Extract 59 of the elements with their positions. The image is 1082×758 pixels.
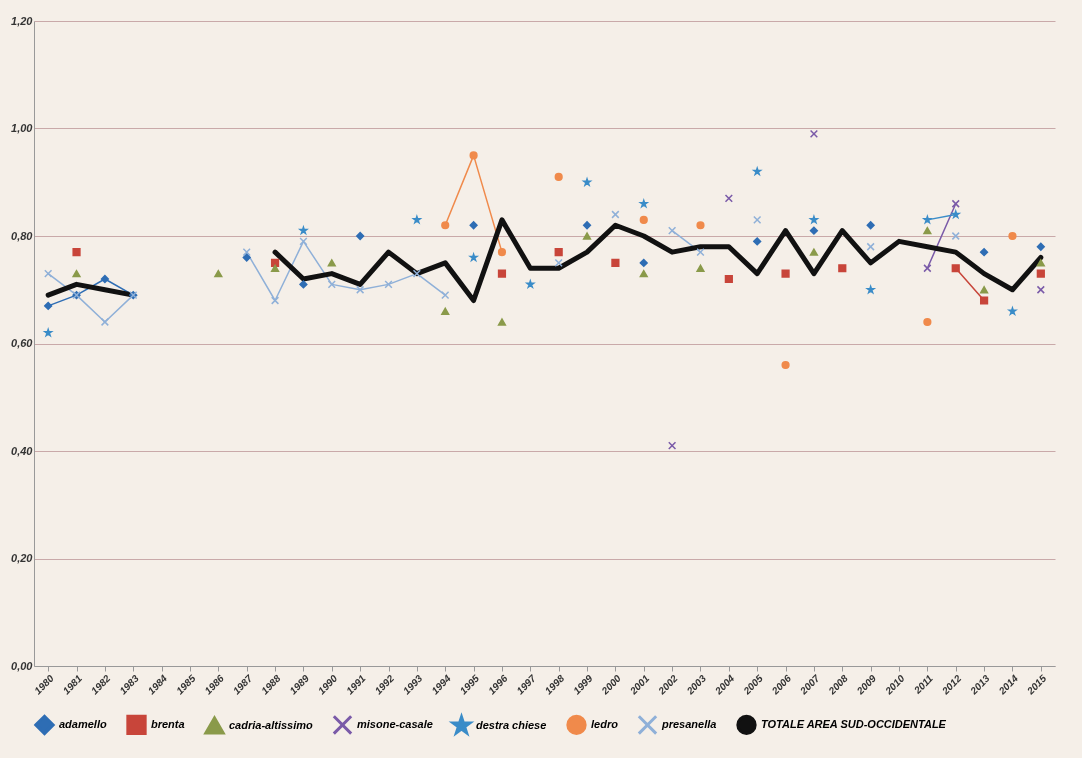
point <box>1036 242 1045 251</box>
point <box>753 215 762 224</box>
legend-label: presanella <box>661 717 717 730</box>
point <box>866 221 875 230</box>
point <box>582 232 592 240</box>
point <box>724 274 733 284</box>
point <box>497 318 507 326</box>
y-tick-label: 0,80 <box>11 229 34 242</box>
point <box>497 248 507 257</box>
point <box>497 269 507 278</box>
point <box>44 269 53 278</box>
point <box>639 199 648 208</box>
point <box>554 248 563 257</box>
y-tick-label: 1,00 <box>11 122 34 134</box>
point <box>809 129 819 138</box>
point <box>441 221 450 230</box>
point <box>554 172 563 181</box>
point <box>1036 259 1045 267</box>
legend-label: cadria-altissimo <box>229 718 314 731</box>
point <box>809 226 819 235</box>
point <box>100 317 110 327</box>
y-tick-label: 0,00 <box>11 659 34 672</box>
point <box>554 258 563 267</box>
point <box>1036 269 1045 278</box>
point <box>44 301 53 310</box>
legend-label: brenta <box>151 717 185 730</box>
y-tick-label: 0,40 <box>11 444 34 457</box>
point <box>809 248 819 256</box>
point <box>611 258 620 267</box>
point <box>1008 231 1017 241</box>
point <box>639 215 648 224</box>
y-tick-label: 0,20 <box>11 552 34 564</box>
legend-label: misone-casale <box>357 717 433 730</box>
point <box>668 441 677 450</box>
legend-label: ledro <box>591 717 619 730</box>
point <box>781 360 790 370</box>
point <box>469 221 478 230</box>
point <box>696 221 705 230</box>
y-tick-label: 0,60 <box>11 337 34 349</box>
point <box>1036 285 1045 294</box>
point <box>582 221 592 230</box>
point <box>866 242 875 251</box>
point <box>72 248 81 257</box>
point <box>639 258 648 267</box>
point <box>979 248 989 257</box>
point <box>356 231 365 241</box>
point <box>866 285 875 294</box>
point <box>100 274 110 284</box>
legend-label: TOTALE AREA SUD-OCCIDENTALE <box>761 717 947 730</box>
point <box>838 264 847 273</box>
point <box>441 307 450 315</box>
point <box>753 237 762 246</box>
legend-label: destra chiese <box>476 718 547 731</box>
point <box>639 269 648 278</box>
y-tick-label: 1,20 <box>11 14 34 27</box>
legend-label: adamello <box>59 717 107 730</box>
point <box>724 194 733 203</box>
point <box>923 317 932 327</box>
point <box>469 151 478 160</box>
